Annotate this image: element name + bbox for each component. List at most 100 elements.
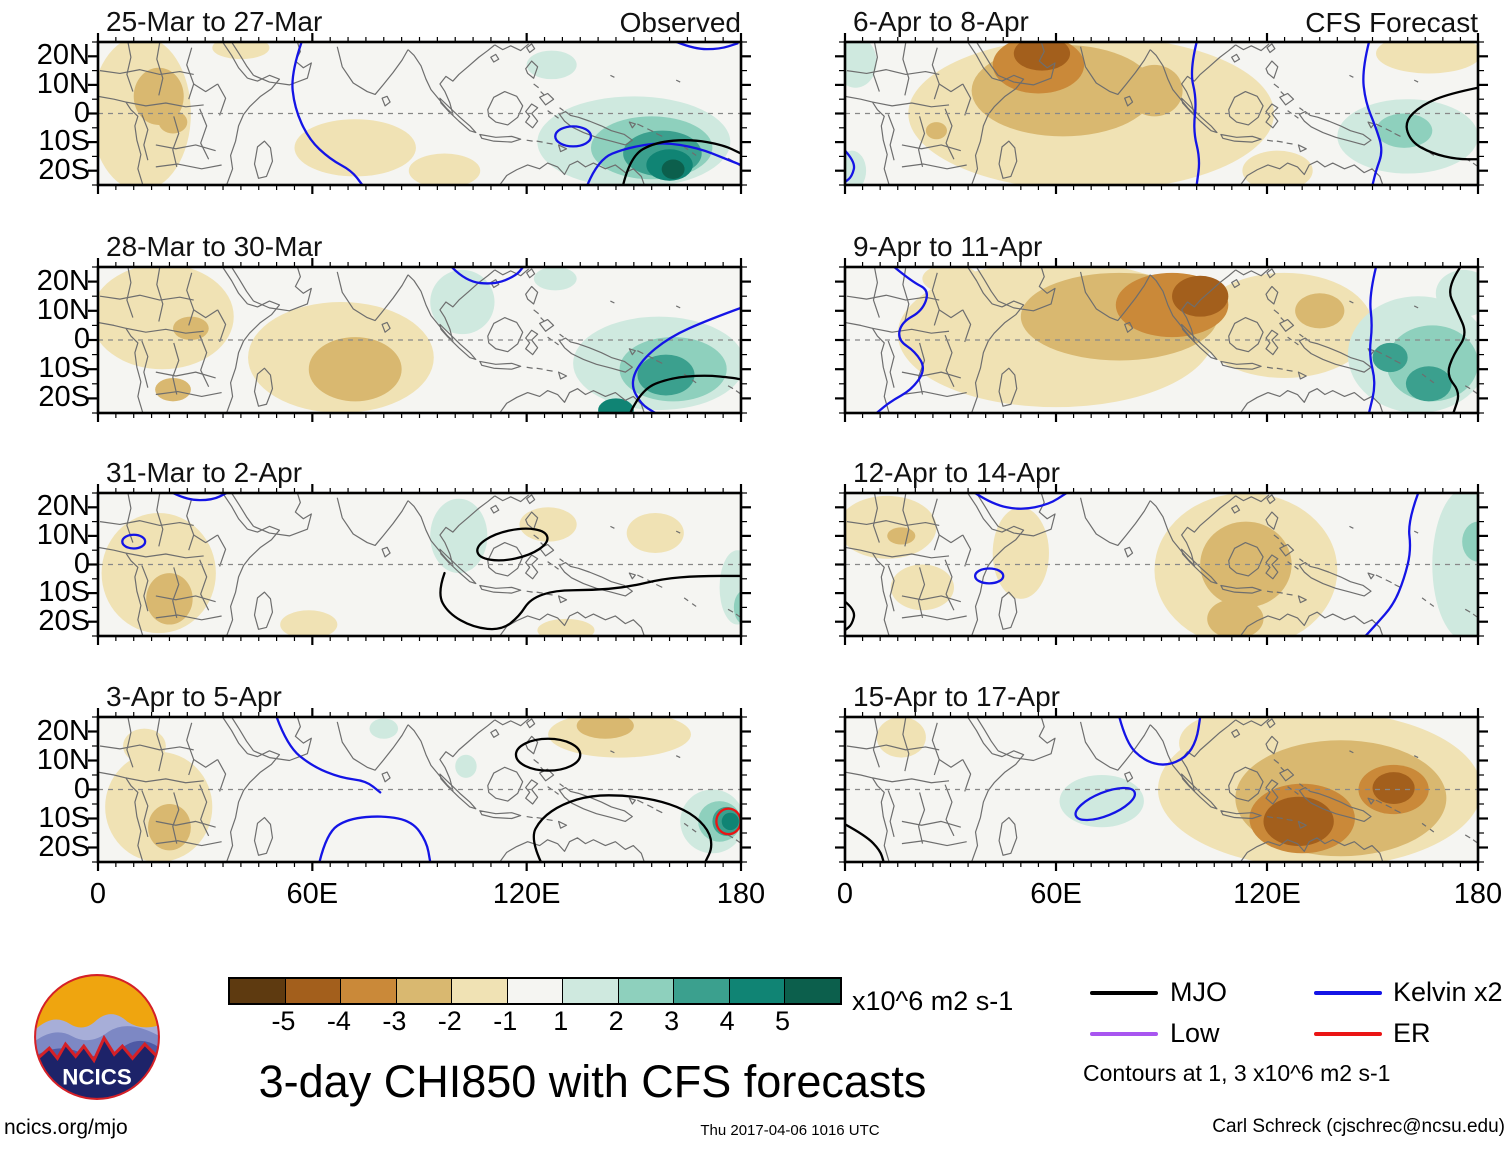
coastline [495, 269, 529, 276]
anomaly-shading [430, 269, 495, 335]
coastline [194, 310, 218, 318]
coastline [1266, 555, 1278, 579]
coastline [491, 505, 499, 513]
coastline [1221, 811, 1261, 819]
coastline [968, 493, 993, 529]
coastline [187, 723, 194, 775]
coastline [495, 719, 529, 726]
kelvin-contour [1367, 267, 1378, 413]
legend-label-er: ER [1393, 1018, 1431, 1048]
mjo-contour [845, 823, 885, 862]
coastline [903, 42, 909, 95]
coastline [872, 102, 949, 107]
coastline [1267, 817, 1293, 821]
coastline [560, 788, 633, 822]
coastline [1266, 736, 1293, 780]
coastline [156, 615, 222, 620]
coastline [173, 567, 179, 618]
coastline [127, 42, 133, 92]
coastline [1267, 269, 1275, 278]
legend-line-kelvin [1314, 991, 1382, 995]
coastline [194, 84, 218, 92]
x-axis-label: 180 [1453, 878, 1503, 910]
coastline [903, 493, 909, 546]
coastline [527, 367, 553, 371]
coastline [1241, 612, 1383, 636]
coastline [142, 565, 148, 611]
coastline [488, 318, 523, 352]
mjo-contour [532, 794, 713, 862]
x-axis-label: 60E [1030, 878, 1082, 910]
column-header-observed: Observed [619, 7, 741, 38]
coastline [902, 372, 961, 378]
coastline [637, 800, 662, 813]
anomaly-shading [887, 527, 916, 545]
coastline [142, 341, 148, 388]
coastline [932, 723, 939, 775]
coastline [527, 44, 535, 53]
coastline [902, 145, 961, 151]
colorbar-cell [230, 979, 286, 1003]
kelvin-contour [450, 267, 525, 285]
coastline [527, 140, 553, 144]
coastline [1236, 44, 1269, 51]
coastline [945, 109, 954, 160]
coastline [526, 330, 538, 354]
anomaly-shading [922, 267, 979, 294]
coastline [526, 736, 554, 780]
coastline [873, 717, 879, 767]
coastline [1266, 104, 1278, 128]
coastline [1349, 526, 1353, 528]
mjo-contour [845, 600, 856, 632]
coastline [1414, 306, 1418, 308]
coastline [232, 267, 254, 301]
coastline [945, 560, 954, 611]
coastline [968, 717, 993, 754]
coastline [1288, 108, 1304, 118]
coastline [610, 301, 614, 303]
anomaly-shading [212, 42, 270, 60]
coastline [157, 717, 163, 771]
coastline [1182, 774, 1217, 809]
coastline [127, 267, 133, 318]
coastline [1182, 98, 1217, 132]
mjo-contour [476, 527, 549, 562]
coastline [156, 145, 216, 151]
coastline [1125, 772, 1133, 782]
anomaly-shading [598, 398, 634, 413]
figure-title: 3-day CHI850 with CFS forecasts [258, 1056, 927, 1107]
coastline [382, 322, 390, 332]
x-axis-label: 0 [836, 878, 854, 910]
y-axis-label: 10N [36, 293, 90, 326]
anomaly-shading [369, 718, 399, 739]
coastline [888, 790, 894, 836]
coastline [382, 96, 390, 106]
colorbar-cell [729, 979, 786, 1003]
y-axis-label: 0 [73, 772, 90, 805]
coastline [526, 286, 554, 331]
map-panel-9-apr-to-11-apr [835, 258, 1488, 422]
anomaly-shading [1126, 64, 1183, 117]
coastline [527, 495, 535, 504]
coastline [1298, 372, 1306, 379]
coastline [1182, 324, 1217, 359]
kelvin-contour [1118, 717, 1202, 766]
coastline [337, 47, 408, 95]
coastline [560, 112, 633, 145]
coastline [200, 560, 209, 611]
colorbar-tick-label: -4 [326, 1006, 351, 1036]
coastline [873, 42, 879, 92]
panel-title: 25-Mar to 27-Mar [106, 6, 323, 37]
anomaly-shading [533, 267, 577, 291]
coastline [888, 341, 894, 388]
anomaly-shading [280, 610, 338, 636]
website-link: ncics.org/mjo [4, 1116, 128, 1139]
x-axis-label: 120E [1233, 878, 1301, 910]
panel-title: 28-Mar to 30-Mar [106, 231, 323, 262]
coastline [337, 498, 408, 546]
coastline [127, 717, 133, 767]
coastline [999, 141, 1017, 178]
coastline [728, 609, 740, 617]
kelvin-contour [675, 42, 739, 51]
coastline [488, 767, 523, 801]
